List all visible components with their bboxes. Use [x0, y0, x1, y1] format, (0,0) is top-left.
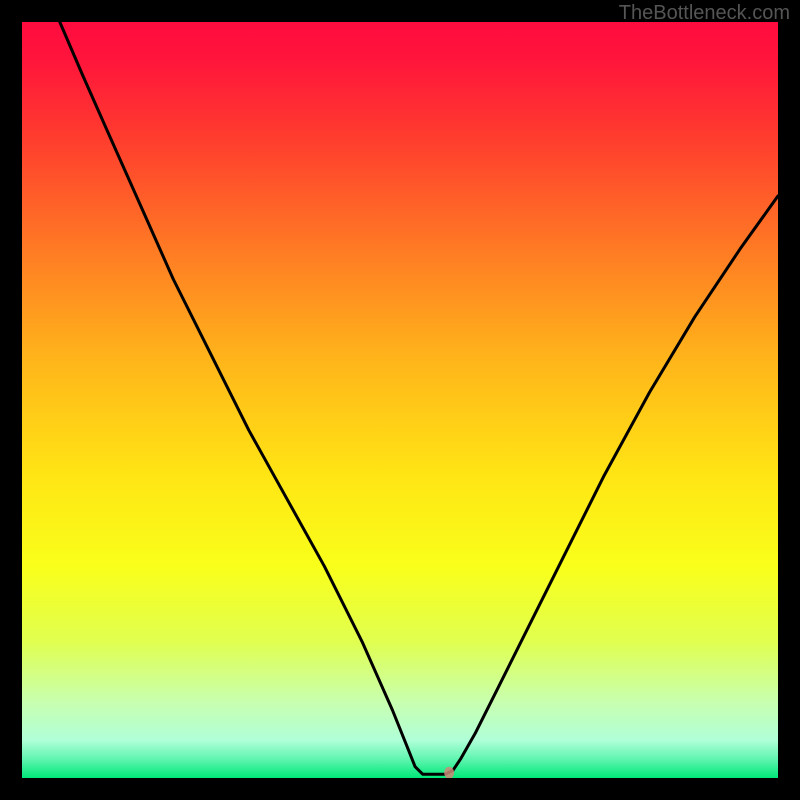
plot-area: [22, 22, 778, 778]
bottleneck-curve: [22, 22, 778, 778]
watermark-text: TheBottleneck.com: [619, 2, 790, 25]
chart-container: TheBottleneck.com: [0, 0, 800, 800]
